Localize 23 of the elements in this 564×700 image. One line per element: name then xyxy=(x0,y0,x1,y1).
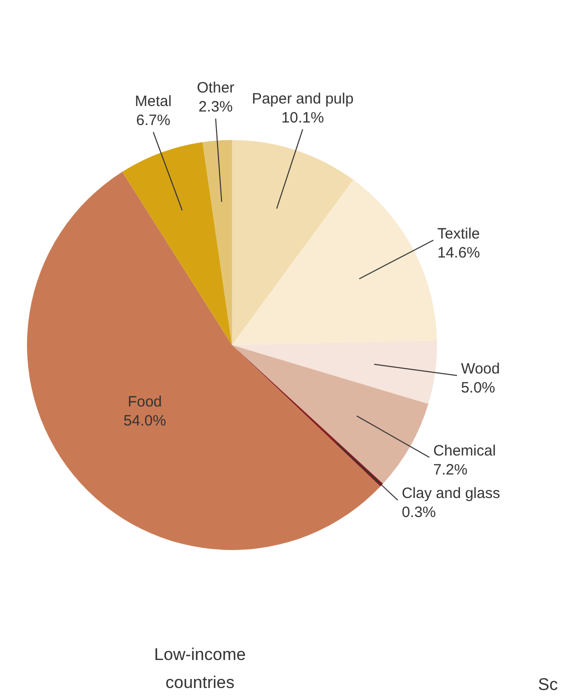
slice-label: Metal xyxy=(134,93,172,110)
data-label: 7.2% xyxy=(433,461,468,478)
slice-label: Wood xyxy=(460,360,500,378)
data-label: 6.7% xyxy=(136,112,170,130)
pie-slice xyxy=(232,140,354,345)
slice-label: Other xyxy=(196,80,234,97)
slice-label: Paper and pulp xyxy=(252,90,354,108)
data-label: 10.1% xyxy=(281,109,324,126)
pie-slice xyxy=(122,142,232,345)
data-label: 0.3% xyxy=(402,504,436,522)
slice-label: Textile xyxy=(437,225,480,242)
slice-label: Chemical xyxy=(433,442,496,460)
slice-label: Food xyxy=(128,393,162,410)
data-label: 2.3% xyxy=(198,98,233,116)
slice-label: Clay and glass xyxy=(402,485,500,502)
text: Low-income countries xyxy=(154,645,246,692)
pie-slice xyxy=(232,345,428,484)
data-label: 5.0% xyxy=(460,380,496,397)
text: Sc xyxy=(538,675,558,694)
data-label: 54.0% xyxy=(124,412,166,430)
data-label: 14.6% xyxy=(437,244,480,262)
pie-slice xyxy=(202,140,232,345)
pie-slice xyxy=(27,172,380,550)
